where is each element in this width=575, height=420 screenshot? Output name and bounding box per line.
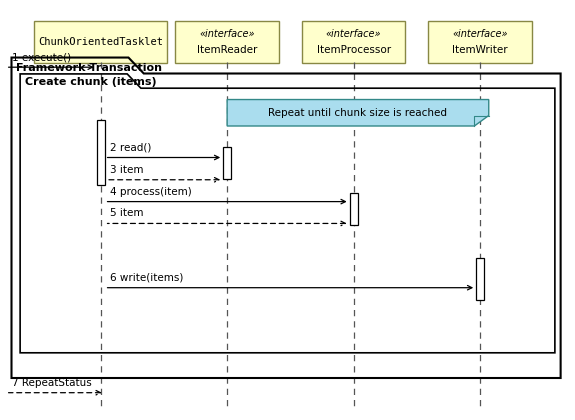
Bar [223, 147, 231, 178]
Text: «interface»: «interface» [326, 29, 381, 39]
Text: «interface»: «interface» [200, 29, 255, 39]
FancyBboxPatch shape [302, 21, 405, 63]
Text: 5 item: 5 item [110, 208, 144, 218]
Text: 7 RepeatStatus: 7 RepeatStatus [12, 378, 91, 388]
FancyBboxPatch shape [428, 21, 532, 63]
Text: ChunkOrientedTasklet: ChunkOrientedTasklet [38, 37, 163, 47]
Bar [476, 258, 484, 300]
Text: 1 execute(): 1 execute() [12, 52, 71, 62]
Polygon shape [227, 100, 489, 126]
Text: «interface»: «interface» [453, 29, 508, 39]
Text: Create chunk (items): Create chunk (items) [25, 77, 156, 87]
Text: Repeat until chunk size is reached: Repeat until chunk size is reached [269, 108, 447, 118]
Text: 4 process(item): 4 process(item) [110, 186, 192, 197]
FancyBboxPatch shape [175, 21, 279, 63]
Text: ItemReader: ItemReader [197, 45, 258, 55]
FancyBboxPatch shape [34, 21, 167, 63]
Text: 3 item: 3 item [110, 165, 144, 175]
Text: 6 write(items): 6 write(items) [110, 273, 184, 283]
Text: Framework Transaction: Framework Transaction [16, 63, 162, 73]
Text: 2 read(): 2 read() [110, 142, 152, 152]
Text: ItemWriter: ItemWriter [453, 45, 508, 55]
Bar [350, 193, 358, 225]
Bar [97, 120, 105, 185]
Text: ItemProcessor: ItemProcessor [317, 45, 390, 55]
